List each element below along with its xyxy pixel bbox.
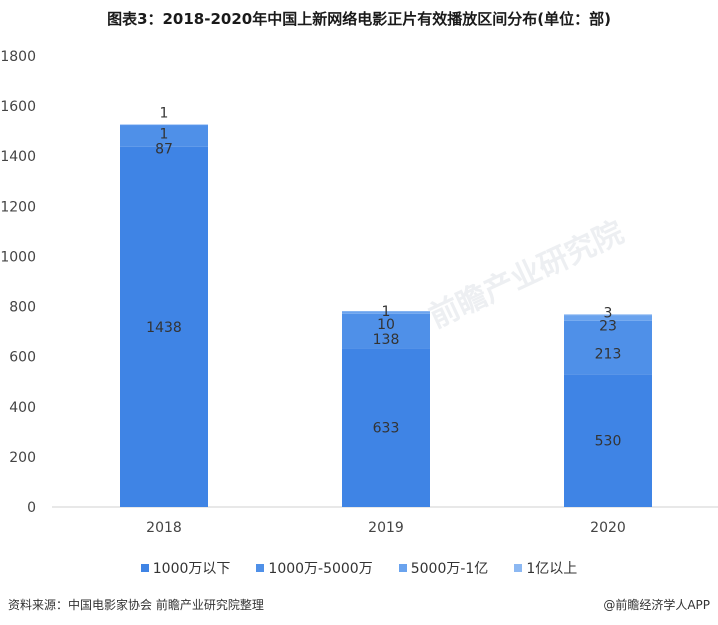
credit-note: @前瞻经济学人APP bbox=[603, 598, 710, 612]
data-label: 1 bbox=[160, 126, 169, 142]
source-note: 资料来源：中国电影家协会 前瞻产业研究院整理 bbox=[8, 598, 264, 612]
y-tick-label: 1000 bbox=[0, 249, 36, 265]
y-tick-label: 400 bbox=[9, 400, 36, 416]
legend-swatch-2 bbox=[256, 564, 265, 572]
stacked-bar-chart: 0200400600800100012001400160018001438871… bbox=[0, 49, 718, 536]
bar-segment-4 bbox=[342, 311, 430, 312]
data-label: 530 bbox=[595, 434, 622, 450]
legend-item-1: 1000万以下 bbox=[140, 558, 231, 578]
y-tick-label: 600 bbox=[9, 350, 36, 366]
y-tick-label: 200 bbox=[9, 450, 36, 466]
x-tick-label: 2020 bbox=[590, 520, 626, 536]
data-label: 213 bbox=[595, 346, 622, 362]
data-label: 1 bbox=[382, 304, 391, 320]
x-tick-label: 2019 bbox=[368, 520, 404, 536]
bar-segment-4 bbox=[564, 314, 652, 316]
data-label: 138 bbox=[373, 332, 400, 348]
data-label: 1 bbox=[160, 105, 169, 121]
legend-label-4: 1亿以上 bbox=[526, 561, 578, 577]
legend-label-1: 1000万以下 bbox=[152, 561, 231, 577]
y-tick-label: 0 bbox=[27, 500, 36, 516]
y-tick-label: 1800 bbox=[0, 49, 36, 65]
y-tick-label: 1400 bbox=[0, 149, 36, 165]
bar-segment-1 bbox=[342, 348, 430, 507]
legend: 1000万以下 1000万-5000万 5000万-1亿 1亿以上 bbox=[0, 558, 718, 578]
data-label: 10 bbox=[377, 317, 395, 333]
legend-label-2: 1000万-5000万 bbox=[268, 561, 373, 577]
legend-swatch-4 bbox=[514, 564, 523, 572]
bar-segment-3 bbox=[342, 311, 430, 314]
data-label: 23 bbox=[599, 318, 617, 334]
bar-segment-4 bbox=[120, 124, 208, 126]
bar-segment-2 bbox=[564, 320, 652, 375]
y-tick-label: 1200 bbox=[0, 199, 36, 215]
bar-segment-2 bbox=[120, 124, 208, 147]
chart-title: 图表3：2018-2020年中国上新网络电影正片有效播放区间分布(单位：部) bbox=[107, 10, 611, 28]
bar-segment-1 bbox=[120, 146, 208, 507]
x-tick-label: 2018 bbox=[146, 520, 182, 536]
data-label: 3 bbox=[604, 305, 613, 321]
legend-item-4: 1亿以上 bbox=[514, 558, 577, 578]
data-label: 633 bbox=[373, 421, 400, 437]
data-label: 87 bbox=[155, 141, 173, 157]
y-tick-label: 1600 bbox=[0, 99, 36, 115]
legend-swatch-3 bbox=[398, 564, 407, 572]
data-label: 1438 bbox=[146, 320, 182, 336]
bar-segment-1 bbox=[564, 374, 652, 507]
legend-swatch-1 bbox=[140, 564, 149, 572]
bar-segment-3 bbox=[564, 315, 652, 321]
legend-label-3: 5000万-1亿 bbox=[410, 561, 489, 577]
y-tick-label: 800 bbox=[9, 300, 36, 316]
legend-item-2: 1000万-5000万 bbox=[256, 558, 373, 578]
legend-item-3: 5000万-1亿 bbox=[398, 558, 489, 578]
bar-segment-2 bbox=[342, 313, 430, 349]
